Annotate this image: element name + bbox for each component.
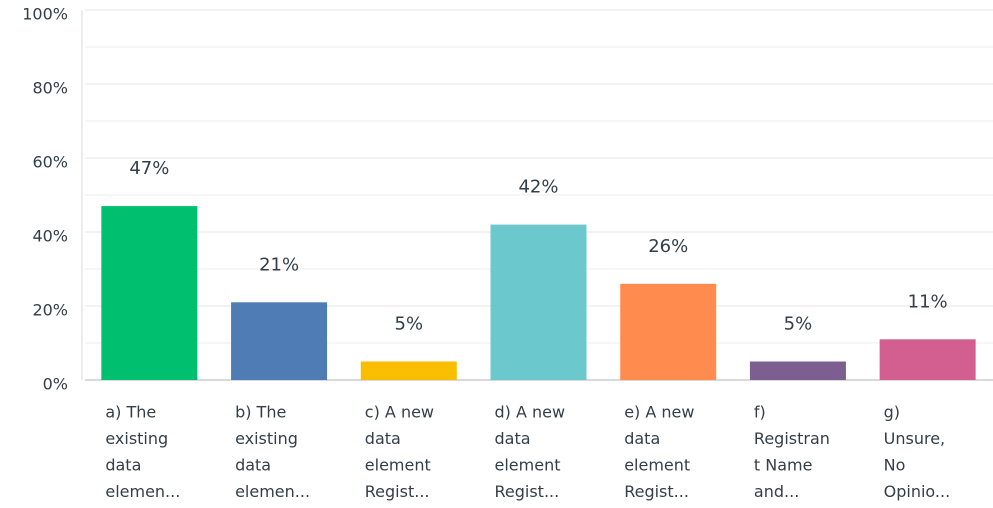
x-tick-label: and... — [754, 482, 799, 501]
bar — [620, 283, 717, 380]
bar — [879, 339, 976, 380]
value-label: 47% — [129, 158, 169, 179]
x-tick-label: element — [365, 456, 431, 475]
x-tick-label: data — [495, 429, 531, 448]
x-tick-label: c) A new — [365, 403, 434, 422]
x-tick-label: existing — [105, 429, 168, 448]
bar — [101, 206, 198, 380]
bar — [490, 224, 587, 380]
x-tick-label: elemen... — [105, 482, 180, 501]
x-tick-label: f) — [754, 403, 766, 422]
x-tick-label: d) A new — [495, 403, 566, 422]
x-tick-label: elemen... — [235, 482, 310, 501]
x-tick-label: element — [495, 456, 561, 475]
x-tick-label: Unsure, — [884, 429, 945, 448]
value-label: 11% — [908, 291, 948, 312]
bar — [749, 361, 846, 380]
y-tick-label: 0% — [43, 375, 68, 394]
x-tick-label: data — [365, 429, 401, 448]
x-tick-label: g) — [884, 403, 900, 422]
y-tick-label: 80% — [32, 79, 68, 98]
x-tick-label: Regist... — [365, 482, 430, 501]
value-label: 5% — [395, 314, 424, 335]
x-tick-label: t Name — [754, 456, 813, 475]
value-label: 42% — [518, 177, 558, 198]
value-label: 26% — [648, 236, 688, 257]
x-tick-label: No — [884, 456, 906, 475]
bar — [231, 302, 328, 380]
x-tick-label: data — [624, 429, 660, 448]
x-tick-label: data — [105, 456, 141, 475]
x-tick-label: Regist... — [495, 482, 560, 501]
bar — [360, 361, 457, 380]
x-tick-label: data — [235, 456, 271, 475]
y-tick-label: 20% — [32, 301, 68, 320]
x-tick-label: Registran — [754, 429, 830, 448]
x-tick-label: a) The — [105, 403, 156, 422]
x-tick-label: b) The — [235, 403, 286, 422]
x-tick-label: Regist... — [624, 482, 689, 501]
y-tick-label: 40% — [32, 227, 68, 246]
y-tick-label: 60% — [32, 153, 68, 172]
y-tick-label: 100% — [22, 5, 68, 24]
x-tick-label: existing — [235, 429, 298, 448]
x-tick-label: Opinio... — [884, 482, 951, 501]
x-tick-label: e) A new — [624, 403, 694, 422]
value-label: 5% — [784, 314, 813, 335]
value-label: 21% — [259, 254, 299, 275]
x-tick-label: element — [624, 456, 690, 475]
